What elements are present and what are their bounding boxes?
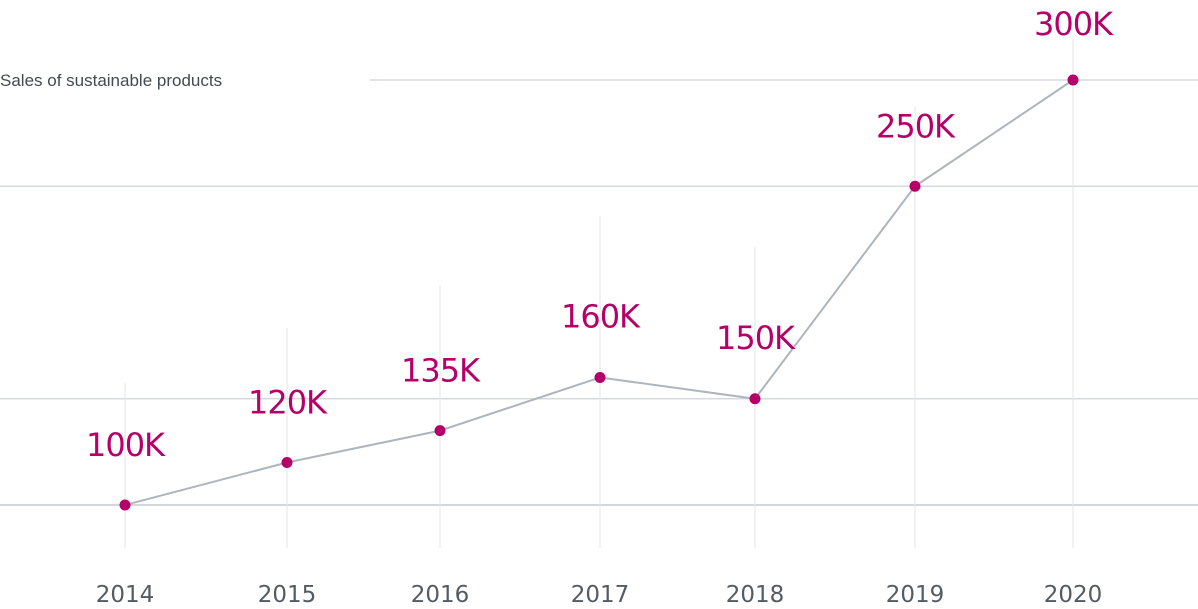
data-label-2016: 135K <box>401 352 481 390</box>
x-tick-labels: 2014 2015 2016 2017 2018 2019 2020 <box>96 582 1103 608</box>
x-tick-2018: 2018 <box>726 582 785 608</box>
data-label-2014: 100K <box>86 426 166 464</box>
x-tick-2015: 2015 <box>258 582 317 608</box>
x-tick-2014: 2014 <box>96 582 155 608</box>
x-tick-2016: 2016 <box>411 582 470 608</box>
data-point-2015 <box>281 457 293 468</box>
data-point-2016 <box>434 425 446 437</box>
data-point-2018 <box>749 393 761 405</box>
x-tick-2017: 2017 <box>571 582 630 608</box>
data-point-2020 <box>1067 74 1079 86</box>
data-labels: 100K 120K 135K 160K 150K 250K 300K <box>86 5 1115 464</box>
data-label-2019: 250K <box>876 107 956 145</box>
x-tick-2020: 2020 <box>1044 582 1103 608</box>
chart-title: Sales of sustainable products <box>0 71 222 90</box>
grid-lines <box>0 79 1198 506</box>
data-points <box>119 74 1079 511</box>
data-point-2017 <box>594 372 606 383</box>
data-label-2020: 300K <box>1034 5 1114 43</box>
data-label-2015: 120K <box>248 384 328 422</box>
x-tick-2019: 2019 <box>886 582 945 608</box>
data-point-2019 <box>909 180 921 192</box>
data-label-2018: 150K <box>716 319 796 357</box>
data-point-2014 <box>119 499 131 511</box>
data-label-2017: 160K <box>561 298 641 336</box>
